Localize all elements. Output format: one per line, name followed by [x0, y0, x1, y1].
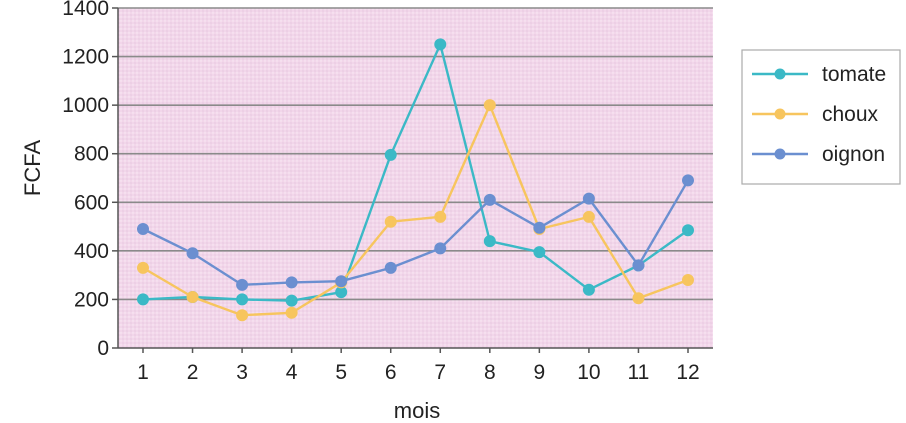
x-tick-label-6: 6 — [385, 361, 397, 384]
point-oignon-7 — [434, 242, 447, 255]
point-oignon-5 — [335, 275, 348, 288]
plot-texture — [118, 8, 713, 348]
y-tick-label-600: 600 — [74, 191, 109, 214]
point-tomate-10 — [582, 283, 595, 296]
series-oignon — [137, 174, 694, 291]
legend-label-oignon: oignon — [822, 143, 885, 166]
point-oignon-11 — [632, 259, 645, 272]
point-oignon-3 — [236, 278, 249, 291]
y-axis-label: FCFA — [20, 140, 45, 197]
series-group — [137, 38, 694, 322]
point-tomate-9 — [533, 246, 546, 259]
point-choux-1 — [137, 261, 149, 274]
x-tick-label-12: 12 — [676, 361, 699, 384]
y-tick-label-0: 0 — [97, 337, 109, 360]
legend-item-tomate: tomate — [752, 63, 886, 86]
point-oignon-2 — [186, 247, 199, 260]
point-tomate-6 — [384, 148, 397, 161]
point-choux-2 — [186, 291, 199, 303]
grid-lines — [118, 7, 713, 301]
legend-label-choux: choux — [822, 103, 879, 126]
y-tick-label-200: 200 — [74, 288, 109, 311]
x-tick-label-1: 1 — [137, 361, 149, 384]
point-choux-10 — [582, 210, 595, 223]
y-axis-ticks: 0 200 400 600 800 1000 1200 1400 — [62, 0, 118, 360]
point-choux-3 — [236, 309, 249, 322]
y-tick-label-1200: 1200 — [62, 46, 109, 69]
point-oignon-8 — [483, 193, 496, 206]
legend: tomate choux oignon — [741, 49, 901, 185]
legend-box — [741, 49, 901, 185]
point-oignon-9 — [533, 221, 546, 234]
line-oignon — [142, 179, 690, 287]
point-oignon-1 — [137, 223, 149, 235]
point-oignon-4 — [285, 276, 298, 289]
point-choux-11 — [632, 292, 645, 305]
legend-item-choux: choux — [752, 103, 879, 126]
point-choux-4 — [285, 306, 298, 319]
point-choux-12 — [682, 274, 694, 286]
legend-label-tomate: tomate — [822, 63, 886, 86]
point-oignon-12 — [682, 174, 694, 187]
line-tomate — [142, 43, 689, 302]
line-choux — [142, 103, 689, 317]
point-tomate-1 — [137, 293, 149, 306]
point-tomate-3 — [236, 293, 249, 306]
x-tick-label-8: 8 — [484, 361, 496, 384]
x-tick-label-9: 9 — [534, 361, 546, 384]
axes — [117, 8, 713, 349]
x-axis-label: mois — [394, 398, 440, 423]
point-choux-8 — [483, 99, 496, 112]
series-choux — [137, 99, 694, 322]
x-tick-label-3: 3 — [236, 361, 248, 384]
y-tick-label-400: 400 — [74, 240, 109, 263]
y-tick-label-1000: 1000 — [62, 94, 109, 117]
point-tomate-8 — [483, 235, 496, 248]
legend-marker-tomate — [774, 68, 786, 80]
point-oignon-6 — [384, 261, 397, 274]
x-tick-label-4: 4 — [286, 361, 298, 384]
x-tick-label-7: 7 — [434, 361, 446, 384]
y-tick-label-800: 800 — [74, 143, 109, 166]
point-choux-7 — [434, 210, 447, 223]
legend-marker-choux — [774, 108, 786, 120]
point-oignon-10 — [582, 192, 595, 205]
x-axis-ticks: 1 2 3 4 5 6 7 8 9 10 11 12 — [137, 348, 700, 384]
y-tick-label-1400: 1400 — [62, 0, 109, 20]
legend-marker-oignon — [774, 148, 786, 160]
plot-area — [118, 8, 713, 348]
legend-item-oignon: oignon — [752, 143, 885, 166]
point-tomate-7 — [434, 38, 447, 51]
x-tick-label-10: 10 — [577, 361, 600, 384]
point-tomate-12 — [682, 224, 694, 237]
x-tick-label-2: 2 — [187, 361, 199, 384]
point-choux-6 — [384, 215, 397, 228]
x-tick-label-11: 11 — [628, 361, 650, 384]
point-tomate-4 — [285, 294, 298, 307]
x-tick-label-5: 5 — [335, 361, 347, 384]
